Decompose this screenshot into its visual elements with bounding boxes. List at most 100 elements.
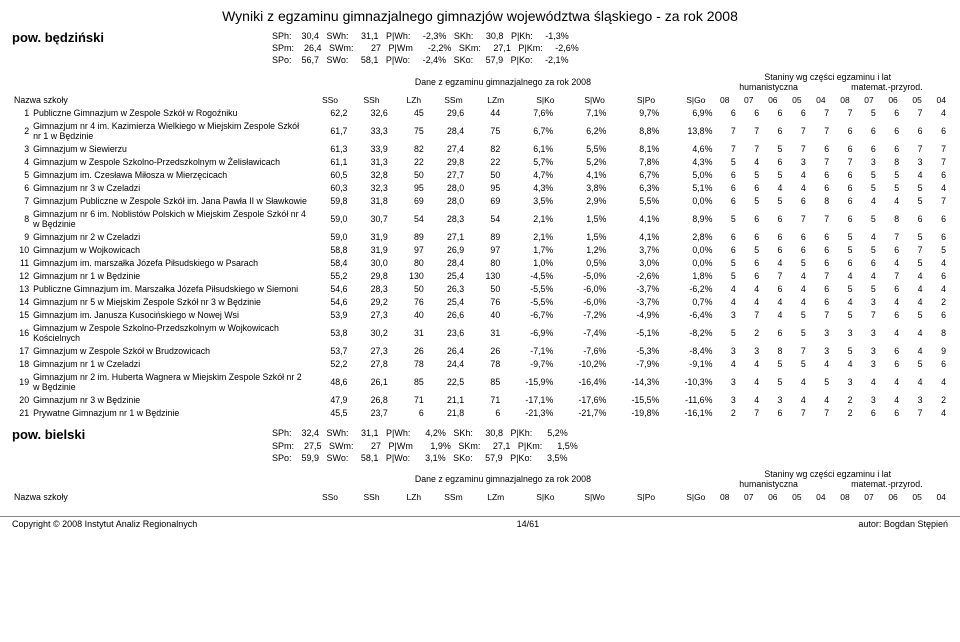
col-header: 07	[852, 491, 876, 504]
value-cell: 82	[390, 142, 426, 155]
value-cell: -3,7%	[608, 282, 661, 295]
table-row: 1Publiczne Gimnazjum w Zespole Szkół w R…	[12, 106, 948, 119]
value-cell: 1,5%	[555, 207, 608, 230]
stanin-cell: 6	[761, 119, 784, 142]
stanin-cell: 3	[854, 295, 877, 308]
stanin-cell: 4	[738, 393, 761, 406]
col-header: S|Po	[607, 93, 657, 106]
stanin-cell: 6	[901, 119, 924, 142]
col-header: S|Po	[607, 491, 657, 504]
stanin-cell: 6	[761, 207, 784, 230]
stanin-cell: 4	[738, 295, 761, 308]
stanin-cell: 4	[714, 295, 737, 308]
district-block: pow. będziński SPh: 30,4 SWh: 31,1 P|Wh:…	[12, 30, 948, 66]
value-cell: 6,9%	[661, 106, 714, 119]
table-row: 4Gimnazjum w Zespole Szkolno-Przedszkoln…	[12, 155, 948, 168]
stanin-cell: 7	[925, 155, 949, 168]
stanin-cell: 6	[878, 308, 901, 321]
value-cell: 26	[466, 344, 502, 357]
table-row: 12Gimnazjum nr 1 w Będzinie55,229,813025…	[12, 269, 948, 282]
stanin-cell: 3	[831, 370, 854, 393]
stanin-cell: 3	[784, 155, 807, 168]
metrics-line: SPm: 27,5 SWm: 27 P|Wm 1,9% SKm: 27,1 P|…	[272, 440, 948, 452]
value-cell: 61,1	[309, 155, 349, 168]
stanin-cell: 4	[925, 370, 949, 393]
table-row: 7Gimnazjum Publiczne w Zespole Szkół im.…	[12, 194, 948, 207]
table-row: 10Gimnazjum w Wojkowicach58,831,99726,99…	[12, 243, 948, 256]
stanin-cell: 5	[901, 194, 924, 207]
stanin-cell: 4	[808, 393, 831, 406]
table-row: 9Gimnazjum nr 2 w Czeladzi59,031,98927,1…	[12, 230, 948, 243]
district-metrics: SPh: 32,4 SWh: 31,1 P|Wh: 4,2% SKh: 30,8…	[272, 427, 948, 463]
stanin-cell: 2	[831, 393, 854, 406]
value-cell: 58,8	[309, 243, 349, 256]
stanin-cell: 6	[761, 321, 784, 344]
stanin-cell: 6	[808, 256, 831, 269]
row-index: 2	[12, 119, 31, 142]
value-cell: 80	[466, 256, 502, 269]
value-cell: 29,2	[349, 295, 389, 308]
value-cell: 0,0%	[661, 256, 714, 269]
value-cell: -6,0%	[555, 295, 608, 308]
stanin-cell: 6	[738, 181, 761, 194]
value-cell: 0,5%	[555, 256, 608, 269]
row-index: 15	[12, 308, 31, 321]
stanin-cell: 2	[831, 406, 854, 419]
right-header: Staniny wg części egzaminu i lathumanist…	[707, 70, 948, 93]
row-index: 11	[12, 256, 31, 269]
stanin-cell: 5	[761, 168, 784, 181]
stanin-cell: 6	[854, 406, 877, 419]
value-cell: 4,3%	[502, 181, 555, 194]
value-cell: 22,5	[426, 370, 466, 393]
value-cell: 22	[466, 155, 502, 168]
metrics-line: SPo: 59,9 SWo: 58,1 P|Wo: 3,1% SKo: 57,9…	[272, 452, 948, 464]
table-row: 16Gimnazjum w Zespole Szkolno-Przedszkol…	[12, 321, 948, 344]
stanin-cell: 6	[761, 406, 784, 419]
value-cell: 31,3	[349, 155, 389, 168]
value-cell: 7,6%	[502, 106, 555, 119]
value-cell: 6,7%	[502, 119, 555, 142]
stanin-cell: 6	[878, 243, 901, 256]
value-cell: 59,0	[309, 230, 349, 243]
value-cell: 2,9%	[555, 194, 608, 207]
stanin-cell: 3	[738, 344, 761, 357]
stanin-cell: 4	[784, 168, 807, 181]
stanin-cell: 3	[854, 155, 877, 168]
stanin-cell: 7	[761, 269, 784, 282]
value-cell: 50	[390, 282, 426, 295]
value-cell: 59,8	[309, 194, 349, 207]
value-cell: 27,7	[426, 168, 466, 181]
school-name: Gimnazjum Publiczne w Zespole Szkół im. …	[31, 194, 309, 207]
col-header: 08	[828, 93, 852, 106]
value-cell: 28,4	[426, 119, 466, 142]
value-cell: 69	[466, 194, 502, 207]
value-cell: 54,6	[309, 282, 349, 295]
stanin-cell: 6	[808, 142, 831, 155]
stanin-cell: 4	[808, 357, 831, 370]
value-cell: 1,8%	[661, 269, 714, 282]
value-cell: 69	[390, 194, 426, 207]
stanin-cell: 6	[808, 181, 831, 194]
col-header: 06	[876, 93, 900, 106]
stanin-cell: 6	[831, 256, 854, 269]
value-cell: 54	[390, 207, 426, 230]
value-cell: -6,7%	[502, 308, 555, 321]
stanin-cell: 7	[784, 406, 807, 419]
stanin-cell: 5	[761, 194, 784, 207]
value-cell: 30,2	[349, 321, 389, 344]
value-cell: 62,2	[309, 106, 349, 119]
stanin-cell: 8	[761, 344, 784, 357]
stanin-cell: 8	[878, 207, 901, 230]
col-header: 05	[900, 491, 924, 504]
stanin-cell: 6	[761, 230, 784, 243]
row-index: 8	[12, 207, 31, 230]
table-row: 3Gimnazjum w Siewierzu61,333,98227,4826,…	[12, 142, 948, 155]
value-cell: 27,3	[349, 344, 389, 357]
stanin-cell: 6	[714, 181, 737, 194]
value-cell: 3,5%	[502, 194, 555, 207]
col-header: S|Go	[657, 93, 707, 106]
value-cell: 5,5%	[555, 142, 608, 155]
stanin-cell: 7	[808, 119, 831, 142]
stanin-cell: 5	[854, 282, 877, 295]
stanin-cell: 3	[761, 393, 784, 406]
